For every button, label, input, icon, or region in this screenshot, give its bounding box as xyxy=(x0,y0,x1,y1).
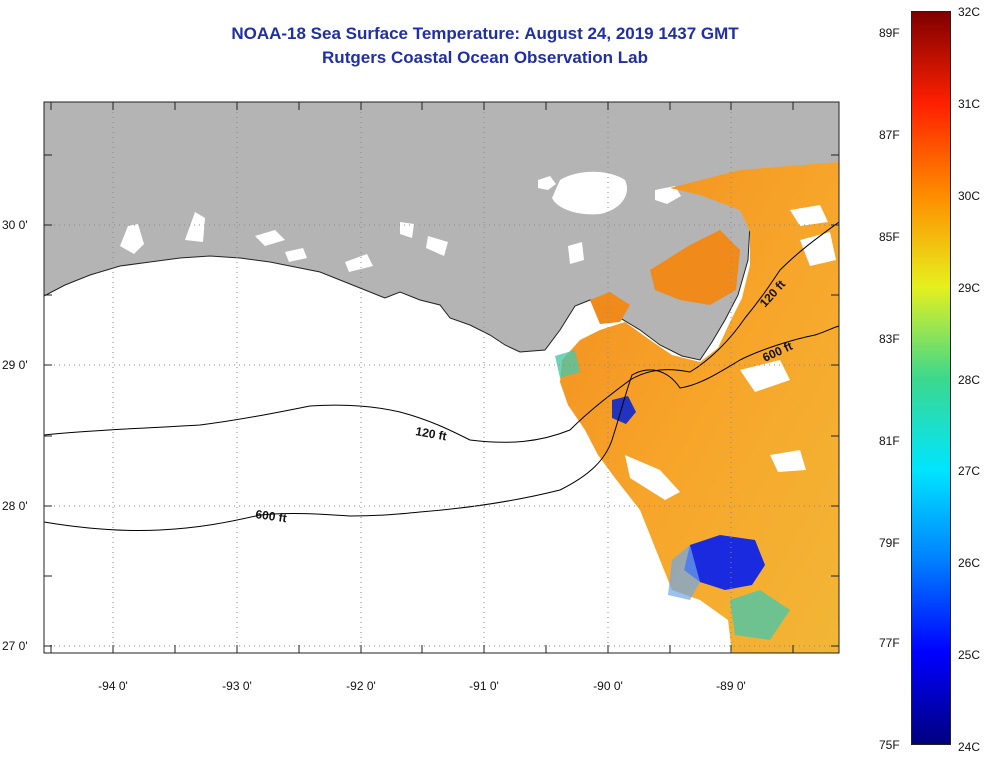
lake-west-1 xyxy=(120,224,144,254)
map-subtitle: Rutgers Coastal Ocean Observation Lab xyxy=(322,48,648,67)
lat-label: 28 0' xyxy=(2,499,28,513)
colorbar-label-c: 24C xyxy=(958,740,981,754)
contour-label-120ft-west: 120 ft xyxy=(414,424,447,443)
contour-label-600ft-west: 600 ft xyxy=(255,507,288,525)
sst-cool-ring xyxy=(668,545,700,600)
lake-west-4 xyxy=(285,248,307,262)
lake-west-5 xyxy=(345,254,373,272)
colorbar-label-c: 25C xyxy=(958,648,981,662)
colorbar-label-c: 29C xyxy=(958,281,981,295)
map-title: NOAA-18 Sea Surface Temperature: August … xyxy=(231,24,739,43)
lake-maurepas xyxy=(655,186,681,204)
colorbar-label-f: 75F xyxy=(879,738,900,752)
sst-cyan-patch xyxy=(555,350,580,378)
sst-coastal-patch xyxy=(650,230,740,305)
lat-label: 27 0' xyxy=(2,639,28,653)
lon-label: -91 0' xyxy=(469,679,499,693)
cloud-gap-5 xyxy=(790,205,828,226)
colorbar-label-f: 81F xyxy=(879,434,900,448)
sst-cold-patch xyxy=(684,535,765,590)
lake-small xyxy=(538,176,556,190)
cloud-gap-4 xyxy=(770,450,806,472)
lon-label: -93 0' xyxy=(222,679,252,693)
colorbar-label-c: 26C xyxy=(958,556,981,570)
colorbar-label-c: 28C xyxy=(958,373,981,387)
graticule xyxy=(44,102,839,653)
tick-marks xyxy=(44,102,839,653)
colorbar-label-f: 83F xyxy=(879,332,900,346)
lake-west-3 xyxy=(255,230,285,246)
lat-label: 29 0' xyxy=(2,358,28,372)
temperature-colorbar xyxy=(911,11,951,745)
colorbar-label-f: 89F xyxy=(879,26,900,40)
colorbar-label-c: 31C xyxy=(958,97,981,111)
sst-cold-patch-2 xyxy=(612,396,636,424)
lake-west-2 xyxy=(185,212,205,242)
cloud-gap-3 xyxy=(625,455,680,500)
colorbar-label-c: 30C xyxy=(958,189,981,203)
plot-frame xyxy=(43,101,840,654)
sst-warm-region xyxy=(560,162,839,653)
lon-label: -90 0' xyxy=(593,679,623,693)
colorbar-label-c: 32C xyxy=(958,5,981,19)
colorbar-label-f: 85F xyxy=(879,230,900,244)
lon-label: -89 0' xyxy=(716,679,746,693)
lake-west-8 xyxy=(568,242,584,264)
colorbar-label-c: 27C xyxy=(958,464,981,478)
cloud-gap-2 xyxy=(800,232,836,266)
lat-label: 30 0' xyxy=(2,218,28,232)
lon-label: -92 0' xyxy=(346,679,376,693)
contour-120ft xyxy=(43,221,840,443)
lake-west-6 xyxy=(400,222,414,238)
colorbar-label-f: 87F xyxy=(879,128,900,142)
contour-600ft xyxy=(43,325,840,532)
cloud-gap-1 xyxy=(740,360,790,392)
lon-label: -94 0' xyxy=(98,679,128,693)
sst-coastal-patch-2 xyxy=(590,292,630,324)
sst-cyan-patch-2 xyxy=(730,590,790,640)
colorbar-label-f: 79F xyxy=(879,536,900,550)
land-mass xyxy=(43,101,840,361)
lake-west-7 xyxy=(426,236,448,256)
colorbar-label-f: 77F xyxy=(879,636,900,650)
